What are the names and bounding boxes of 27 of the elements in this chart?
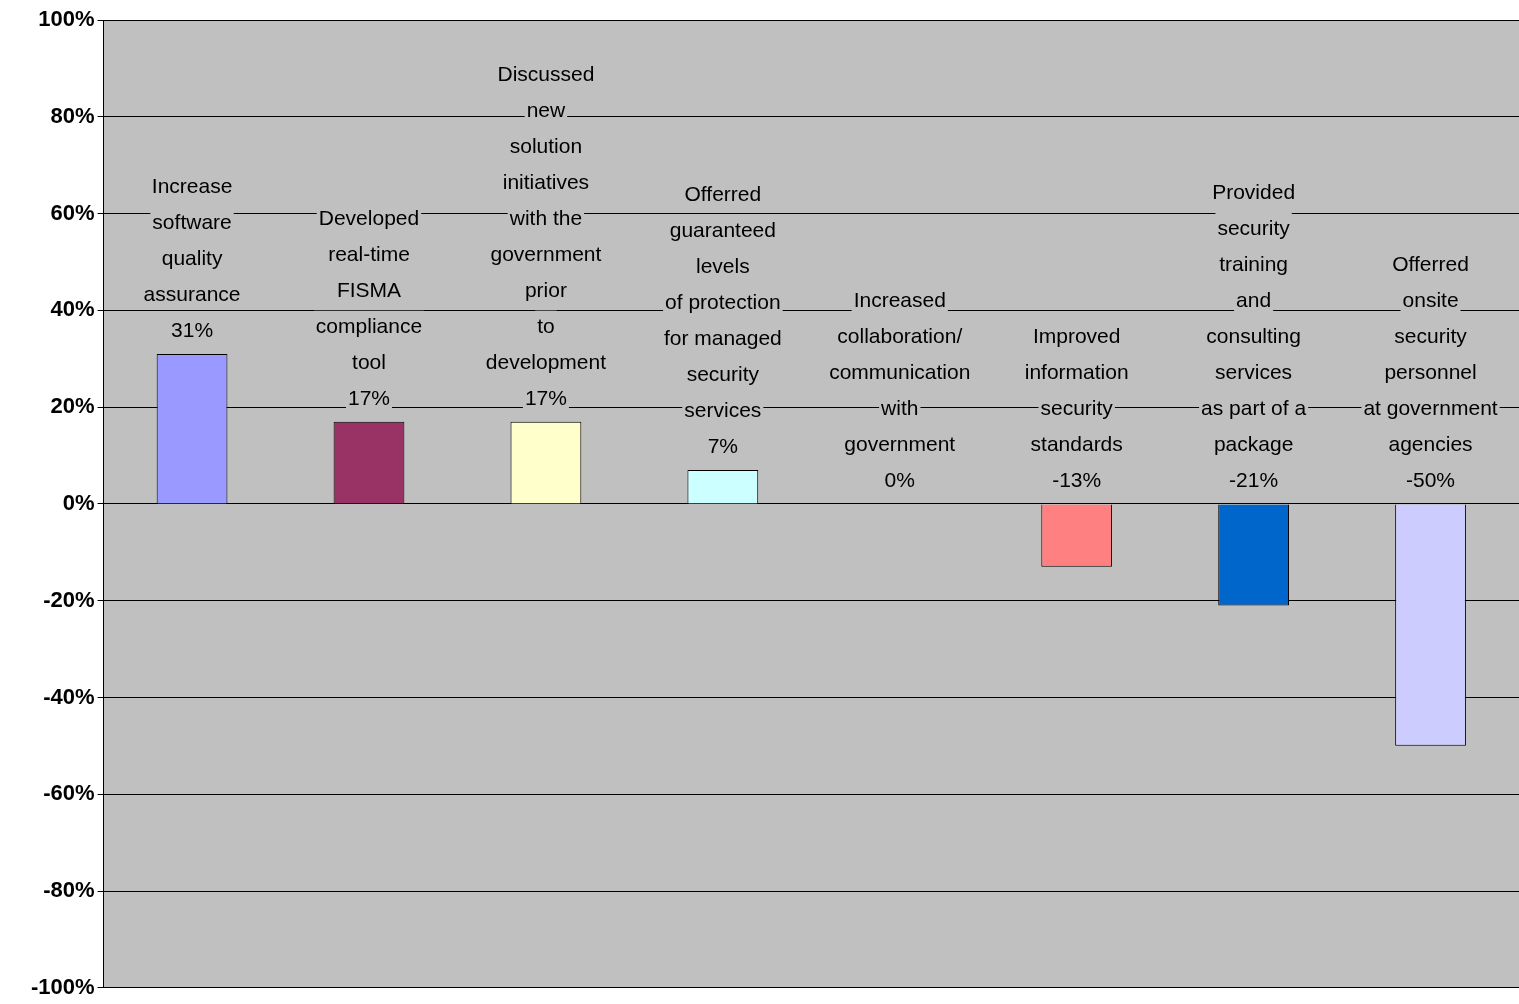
y-tick-label: 80% [50,102,95,128]
category-label: Discussed new solution initiatives with the government prior to development [485,61,607,373]
data-label: 0% [884,468,915,492]
x-tick-label: Improved information security standards [1024,324,1129,456]
y-tick-label: 100% [38,6,95,32]
x-tick-label: Offerred onsite security personnel at government agencies [1363,252,1498,456]
data-label: 31% [171,318,214,342]
y-tick-label: 20% [50,393,95,419]
y-tick-label: -20% [43,586,95,612]
x-tick-label: Offerred guaranteed levels of protection for managed security services [663,182,782,422]
data-label: -13% [1052,468,1102,492]
data-label: -21% [1229,468,1279,492]
data-label: 7% [707,434,739,458]
x-tick-label: Developed real-time FISMA compliance tool [315,205,423,373]
data-label: 17% [524,385,567,409]
data-label: -50% [1406,468,1456,492]
x-tick-label: Increased collaboration/ communication with government [829,288,971,456]
data-label: 17% [347,385,390,409]
y-tick-label: -40% [43,683,95,709]
y-tick-label: 40% [50,296,95,322]
x-tick-label: Increase software quality assurance [143,174,241,306]
y-tick-label: 0% [62,489,95,515]
y-tick-label: 60% [50,199,95,225]
y-tick-label: -80% [43,877,95,903]
x-tick-label: Provided security training and consulting services as part of a package [1201,180,1307,456]
y-tick-label: -60% [43,780,95,806]
y-tick-label: -100% [31,973,95,999]
